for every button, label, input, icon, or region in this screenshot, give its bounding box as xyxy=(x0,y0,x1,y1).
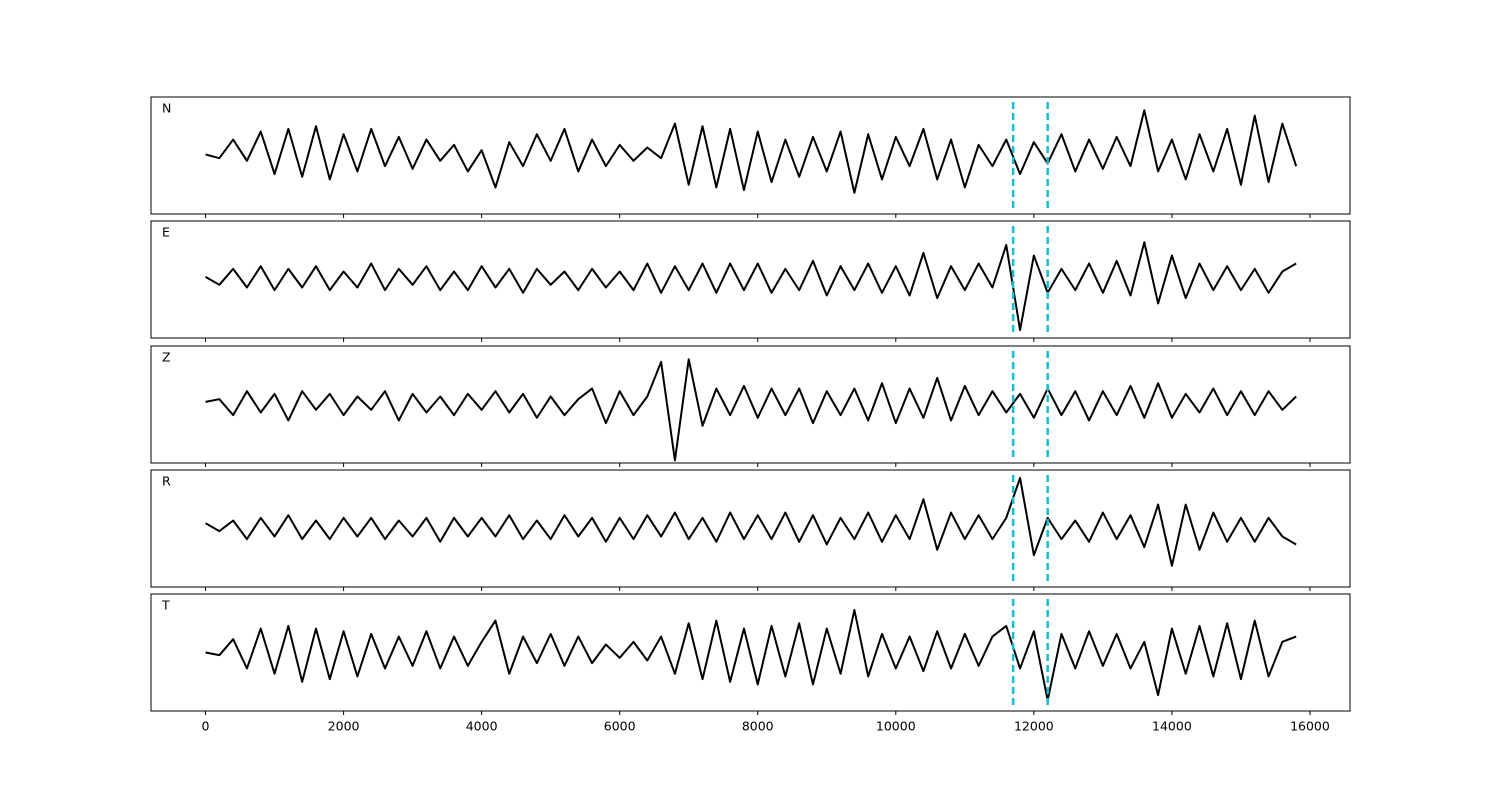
x-tick-label: 12000 xyxy=(1014,719,1054,734)
panel-label: N xyxy=(162,101,171,116)
trace xyxy=(205,109,1298,194)
panel-label: Z xyxy=(162,350,171,365)
trace xyxy=(205,608,1297,702)
x-tick-label: 2000 xyxy=(328,719,360,734)
x-tick-label: 4000 xyxy=(466,719,498,734)
trace xyxy=(205,241,1297,332)
panel-frame xyxy=(150,96,1351,215)
panel-frame xyxy=(150,469,1351,588)
x-tick-label: 16000 xyxy=(1290,719,1330,734)
trace xyxy=(205,358,1297,462)
trace xyxy=(205,476,1297,567)
x-tick-label: 6000 xyxy=(604,719,636,734)
panel-frame xyxy=(150,220,1351,339)
x-tick-label: 10000 xyxy=(876,719,916,734)
x-tick-label: 8000 xyxy=(742,719,774,734)
x-tick-label: 0 xyxy=(202,719,210,734)
panel-label: E xyxy=(162,225,170,240)
panel-frame xyxy=(150,345,1351,464)
panel-frame xyxy=(150,593,1351,712)
panel-label: R xyxy=(162,474,171,489)
x-tick-label: 14000 xyxy=(1152,719,1192,734)
panel-label: T xyxy=(161,598,170,613)
